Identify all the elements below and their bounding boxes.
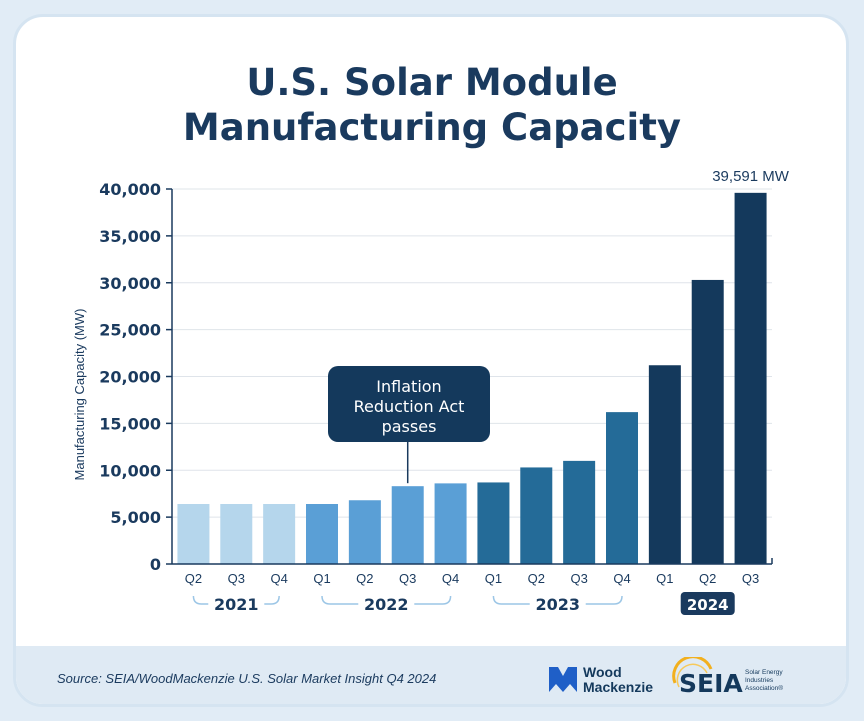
annotation-line: passes — [382, 417, 437, 436]
title-line-1: U.S. Solar Module — [246, 61, 618, 104]
x-tick-label: Q2 — [356, 571, 373, 586]
seia-wordmark: SEIA — [679, 669, 743, 698]
y-tick-label: 5,000 — [110, 508, 161, 527]
wood-mackenzie-logo: Wood Mackenzie — [549, 664, 653, 695]
wood-mackenzie-mark-icon — [549, 667, 577, 692]
seia-tagline-2: Industries — [745, 677, 774, 684]
year-label-2021: 2021 — [214, 595, 259, 614]
x-tick-label: Q1 — [656, 571, 673, 586]
source-note: Source: SEIA/WoodMackenzie U.S. Solar Ma… — [57, 671, 437, 686]
y-tick-label: 10,000 — [99, 461, 161, 480]
bar-2024-q1 — [648, 365, 681, 564]
y-tick-label: 35,000 — [99, 227, 161, 246]
y-tick-label: 15,000 — [99, 414, 161, 433]
year-bracket-left — [321, 595, 359, 605]
year-bracket-left — [492, 595, 530, 605]
footer-band — [16, 646, 846, 704]
year-bracket-left — [192, 595, 209, 605]
bar-2022-q3 — [391, 486, 424, 564]
x-tick-label: Q2 — [699, 571, 716, 586]
x-tick-label: Q4 — [613, 571, 630, 586]
bar-2022-q2 — [348, 500, 381, 564]
annotation-box — [328, 366, 490, 442]
year-bracket-right — [585, 595, 623, 605]
x-tick-label: Q3 — [742, 571, 759, 586]
year-label-2023: 2023 — [535, 595, 580, 614]
annotation-line: Reduction Act — [354, 397, 465, 416]
bar-2024-q2 — [691, 279, 724, 564]
bar-2023-q3 — [563, 460, 596, 564]
data-label: 39,591 MW — [712, 168, 790, 185]
woodmac-line-2: Mackenzie — [583, 679, 653, 695]
x-tick-label: Q3 — [399, 571, 416, 586]
x-tick-label: Q4 — [442, 571, 459, 586]
x-tick-label: Q2 — [185, 571, 202, 586]
y-tick-label: 0 — [150, 555, 161, 574]
year-label-2022: 2022 — [364, 595, 409, 614]
annotation-line: Inflation — [376, 377, 441, 396]
x-tick-label: Q2 — [528, 571, 545, 586]
y-tick-label: 40,000 — [99, 180, 161, 199]
bar-2021-q3 — [220, 504, 253, 564]
chart-title: U.S. Solar Module Manufacturing Capacity — [0, 60, 864, 150]
bar-2022-q4 — [434, 483, 467, 564]
bar-2023-q1 — [477, 482, 510, 564]
y-tick-label: 30,000 — [99, 274, 161, 293]
title-line-2: Manufacturing Capacity — [182, 106, 682, 149]
seia-tagline-1: Solar Energy — [745, 669, 783, 676]
bar-2021-q2 — [177, 504, 210, 564]
woodmac-line-1: Wood — [583, 664, 622, 680]
x-tick-label: Q3 — [228, 571, 245, 586]
seia-logo: SEIA Solar Energy Industries Association… — [672, 657, 783, 698]
bar-2024-q3 — [734, 192, 767, 564]
bar-2021-q4 — [263, 504, 296, 564]
y-tick-label: 25,000 — [99, 321, 161, 340]
y-axis-title: Manufacturing Capacity (MW) — [72, 309, 87, 481]
bar-2022-q1 — [306, 504, 338, 564]
x-tick-label: Q1 — [313, 571, 330, 586]
y-tick-label: 20,000 — [99, 368, 161, 387]
year-label-2024: 2024 — [687, 596, 729, 614]
year-bracket-right — [414, 595, 452, 605]
year-badge-2024 — [680, 592, 735, 615]
seia-sun-arc-icon — [672, 657, 713, 684]
x-tick-label: Q1 — [485, 571, 502, 586]
bar-2023-q2 — [520, 467, 553, 564]
x-tick-label: Q4 — [270, 571, 287, 586]
x-tick-label: Q3 — [570, 571, 587, 586]
seia-tagline-3: Association® — [745, 684, 783, 692]
bar-2023-q4 — [606, 412, 638, 564]
year-bracket-right — [264, 595, 280, 605]
